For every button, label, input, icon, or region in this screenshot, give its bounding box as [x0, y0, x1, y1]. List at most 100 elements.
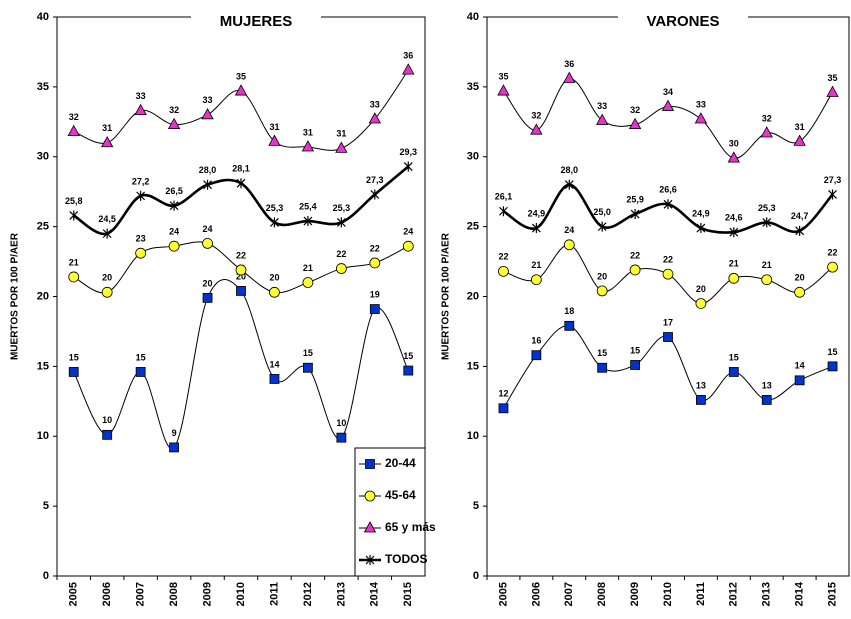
marker [564, 320, 575, 331]
data-label: 31 [336, 129, 346, 139]
marker [762, 217, 772, 228]
marker [563, 239, 575, 251]
chart-title: MUJERES [220, 13, 293, 30]
marker [268, 134, 281, 146]
data-label: 20 [696, 284, 706, 294]
y-tick-label: 30 [467, 151, 479, 163]
data-label: 18 [564, 306, 574, 316]
legend-label: TODOS [385, 552, 427, 566]
data-label: 20 [203, 278, 213, 288]
marker [827, 261, 838, 273]
data-label: 23 [136, 234, 146, 244]
marker [597, 362, 608, 373]
x-tick-label: 2014 [369, 581, 381, 606]
marker [597, 221, 607, 232]
data-label: 24,9 [528, 208, 546, 218]
data-label: 12 [498, 389, 508, 399]
marker [403, 161, 413, 172]
x-tick-label: 2005 [68, 582, 80, 606]
x-tick-label: 2009 [629, 582, 641, 606]
marker [369, 304, 380, 314]
data-label: 15 [303, 348, 313, 358]
marker [69, 210, 79, 221]
y-tick-label: 40 [467, 11, 479, 23]
marker [695, 298, 707, 309]
marker [530, 123, 543, 135]
data-label: 22 [630, 250, 640, 260]
marker [403, 365, 414, 376]
y-axis-title: MUERTOS POR 100 P/AER [441, 232, 452, 360]
marker [499, 206, 508, 217]
y-tick-label: 5 [43, 500, 49, 512]
marker [498, 265, 509, 277]
marker [696, 395, 706, 405]
data-label: 20 [597, 271, 607, 281]
data-label: 24 [403, 227, 413, 237]
marker [169, 200, 179, 211]
marker [236, 286, 246, 296]
data-label: 30 [729, 139, 739, 149]
marker [761, 274, 773, 286]
x-tick-label: 2011 [268, 582, 280, 606]
data-label: 24 [564, 225, 574, 235]
data-label: 31 [795, 122, 805, 132]
data-label: 32 [630, 105, 640, 115]
data-label: 15 [729, 352, 739, 362]
series-line [73, 279, 409, 450]
data-label: 24,9 [692, 208, 710, 218]
y-tick-label: 15 [467, 360, 479, 372]
marker [661, 99, 675, 111]
data-label: 22 [370, 243, 380, 253]
legend-label: 45-64 [385, 488, 416, 502]
data-label: 13 [762, 380, 772, 390]
marker [168, 240, 180, 252]
marker [761, 395, 772, 405]
data-label: 34 [663, 87, 673, 97]
marker [363, 521, 377, 533]
data-label: 10 [336, 418, 346, 428]
marker [663, 332, 673, 342]
y-tick-label: 25 [37, 221, 49, 233]
data-label: 25,3 [266, 203, 284, 213]
data-label: 24 [203, 224, 213, 234]
marker [497, 84, 510, 96]
series-line [73, 165, 410, 236]
y-tick-label: 40 [37, 11, 49, 23]
marker [136, 190, 146, 201]
marker [828, 189, 837, 200]
data-label: 31 [102, 123, 112, 133]
marker [663, 199, 673, 210]
data-label: 25,4 [299, 201, 317, 211]
marker [202, 237, 213, 249]
data-label: 24 [169, 227, 179, 237]
data-label: 36 [403, 50, 413, 60]
data-label: 24,5 [98, 214, 116, 224]
data-label: 33 [597, 101, 607, 111]
x-tick-label: 2011 [695, 582, 707, 606]
data-label: 33 [203, 95, 213, 105]
marker [826, 85, 839, 97]
x-tick-label: 2012 [728, 582, 740, 606]
marker [302, 277, 314, 288]
x-tick-label: 2006 [530, 582, 542, 606]
data-label: 16 [531, 336, 541, 346]
chart-title: VARONES [646, 13, 719, 30]
marker [564, 179, 574, 190]
marker [134, 103, 147, 116]
marker [68, 271, 80, 283]
x-tick-label: 2008 [596, 582, 608, 606]
data-label: 33 [696, 99, 706, 109]
data-label: 32 [531, 111, 541, 121]
marker [696, 223, 706, 234]
marker [530, 274, 542, 286]
marker [728, 367, 739, 377]
y-tick-label: 10 [467, 430, 479, 442]
data-label: 20 [795, 273, 805, 283]
data-label: 14 [269, 359, 279, 369]
marker [303, 362, 313, 373]
marker [202, 292, 213, 303]
marker [135, 247, 147, 259]
marker [402, 240, 414, 252]
data-label: 21 [531, 260, 541, 270]
marker [167, 117, 181, 130]
